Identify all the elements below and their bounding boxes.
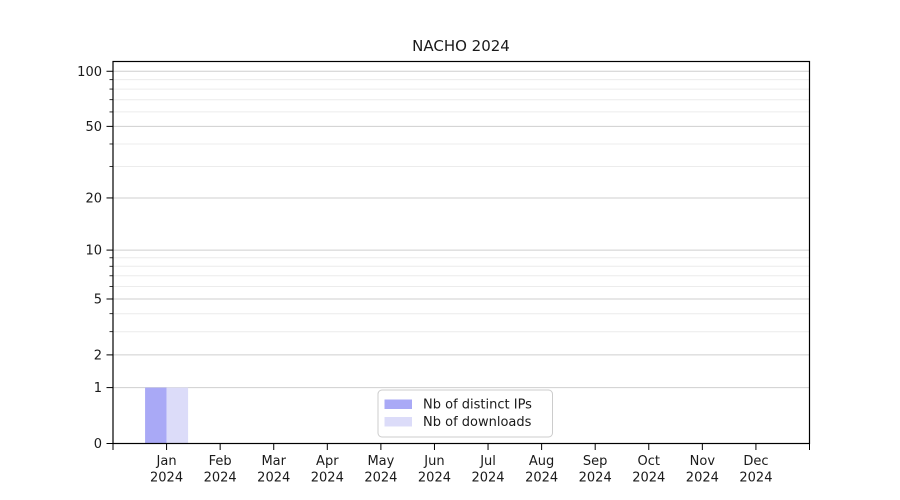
- x-tick-label-month: Feb: [209, 454, 232, 469]
- plot-border: [112, 60, 811, 445]
- x-tick-label-month: Mar: [261, 454, 286, 469]
- minor-gridlines: [113, 79, 810, 333]
- x-tick-label-month: Apr: [316, 454, 339, 469]
- legend-swatch-downloads: [384, 417, 412, 427]
- x-axis-labels: Jan 2024 Feb 2024 Mar 2024 Apr 2024 May 2024 Jun 20…: [150, 454, 772, 486]
- x-tick-label-month: Nov: [690, 454, 716, 469]
- y-axis-labels: 0 1 2 5 10 20 50 100: [77, 65, 102, 452]
- y-tick-label: 2: [94, 348, 102, 363]
- x-tick-label-year: 2024: [686, 471, 719, 486]
- y-tick-label: 20: [85, 191, 102, 206]
- x-tick-label-month: Sep: [583, 454, 608, 469]
- x-tick-label-month: May: [367, 454, 394, 469]
- bar-nb-of-downloads: [166, 387, 189, 444]
- y-tick-label: 0: [94, 437, 102, 452]
- axis-ticks: [106, 70, 810, 450]
- legend-swatch-distinct-ips: [384, 399, 412, 409]
- legend: Nb of distinct IPs Nb of downloads: [377, 389, 553, 438]
- x-tick-label-year: 2024: [257, 471, 290, 486]
- y-tick-label: 50: [85, 120, 102, 135]
- y-tick-label: 100: [77, 65, 102, 80]
- x-tick-label-year: 2024: [632, 471, 665, 486]
- x-tick-label-year: 2024: [311, 471, 344, 486]
- x-tick-label-year: 2024: [364, 471, 397, 486]
- x-tick-label-year: 2024: [579, 471, 612, 486]
- legend-label-downloads: Nb of downloads: [423, 415, 532, 430]
- x-tick-label-month: Aug: [529, 454, 554, 469]
- chart-title: NACHO 2024: [412, 37, 510, 55]
- x-tick-label-month: Jul: [479, 454, 496, 469]
- legend-box: [377, 389, 553, 438]
- x-tick-label-year: 2024: [525, 471, 558, 486]
- legend-label-distinct-ips: Nb of distinct IPs: [423, 398, 532, 413]
- x-tick-label-year: 2024: [150, 471, 183, 486]
- x-tick-label-month: Jan: [156, 454, 177, 469]
- y-tick-label: 5: [94, 292, 102, 307]
- x-tick-label-year: 2024: [204, 471, 237, 486]
- major-gridlines: [113, 70, 810, 389]
- x-tick-label-month: Dec: [743, 454, 768, 469]
- bars: [145, 387, 189, 444]
- x-tick-label-year: 2024: [739, 471, 772, 486]
- bar-nb-of-distinct-ips: [145, 387, 167, 444]
- y-tick-label: 10: [85, 244, 102, 259]
- x-tick-label-year: 2024: [418, 471, 451, 486]
- x-tick-label-year: 2024: [471, 471, 504, 486]
- x-tick-label-month: Jun: [423, 454, 444, 469]
- y-tick-label: 1: [94, 381, 102, 396]
- x-tick-label-month: Oct: [638, 454, 660, 469]
